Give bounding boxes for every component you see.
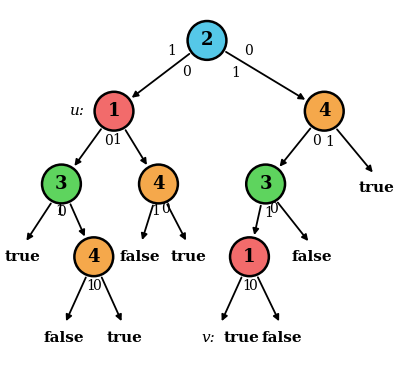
- Text: 4: 4: [152, 175, 164, 193]
- Text: 1: 1: [324, 135, 333, 148]
- Text: 1: 1: [166, 44, 175, 58]
- Text: 1: 1: [230, 66, 240, 80]
- Text: 0: 0: [57, 205, 66, 219]
- Text: 3: 3: [55, 175, 67, 193]
- Circle shape: [42, 164, 81, 203]
- Circle shape: [74, 237, 113, 276]
- Text: 1: 1: [242, 279, 251, 293]
- Text: 0: 0: [268, 202, 277, 216]
- Text: true: true: [358, 181, 394, 195]
- Text: true: true: [106, 331, 142, 344]
- Text: 1: 1: [86, 279, 95, 292]
- Text: false: false: [120, 250, 160, 264]
- Text: 0: 0: [244, 44, 253, 58]
- Text: 0: 0: [92, 279, 101, 292]
- Circle shape: [230, 237, 268, 276]
- Text: 1: 1: [55, 204, 64, 218]
- Text: true: true: [223, 331, 259, 344]
- Text: u:: u:: [69, 104, 84, 118]
- Text: 0: 0: [247, 279, 256, 292]
- Circle shape: [187, 21, 226, 60]
- Text: true: true: [5, 250, 41, 264]
- Circle shape: [94, 92, 133, 131]
- Circle shape: [246, 164, 285, 203]
- Text: 0: 0: [312, 134, 320, 148]
- Circle shape: [304, 92, 343, 131]
- Text: 2: 2: [200, 32, 213, 49]
- Text: 4: 4: [87, 248, 100, 266]
- Text: 4: 4: [317, 102, 330, 120]
- Text: false: false: [291, 250, 332, 264]
- Text: 1: 1: [242, 248, 255, 266]
- Text: 3: 3: [259, 175, 271, 193]
- Text: 1: 1: [263, 206, 273, 220]
- Text: 0: 0: [104, 134, 113, 148]
- Text: true: true: [171, 250, 206, 264]
- Text: 0: 0: [161, 202, 170, 216]
- Circle shape: [139, 164, 178, 203]
- Text: 1: 1: [151, 204, 160, 218]
- Text: v:: v:: [201, 331, 215, 344]
- Text: 1: 1: [107, 102, 120, 120]
- Text: false: false: [261, 331, 301, 344]
- Text: false: false: [43, 331, 83, 344]
- Text: 0: 0: [182, 65, 191, 79]
- Text: 1: 1: [112, 133, 121, 147]
